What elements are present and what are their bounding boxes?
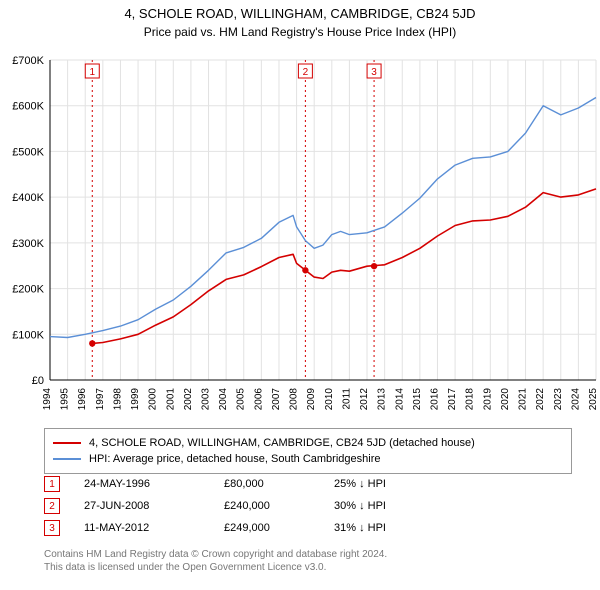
- event-price: £249,000: [224, 522, 334, 534]
- svg-text:£500K: £500K: [12, 146, 44, 158]
- event-row: 1 24-MAY-1996 £80,000 25% ↓ HPI: [44, 473, 564, 495]
- svg-text:1995: 1995: [60, 388, 71, 411]
- svg-text:1997: 1997: [95, 388, 106, 411]
- svg-text:2003: 2003: [201, 388, 212, 411]
- svg-text:2019: 2019: [482, 388, 493, 411]
- event-price: £240,000: [224, 500, 334, 512]
- svg-text:1: 1: [89, 67, 95, 78]
- event-row: 2 27-JUN-2008 £240,000 30% ↓ HPI: [44, 495, 564, 517]
- svg-text:£0: £0: [32, 375, 44, 387]
- legend: 4, SCHOLE ROAD, WILLINGHAM, CAMBRIDGE, C…: [44, 428, 572, 474]
- legend-item: 4, SCHOLE ROAD, WILLINGHAM, CAMBRIDGE, C…: [53, 435, 563, 451]
- event-row: 3 11-MAY-2012 £249,000 31% ↓ HPI: [44, 517, 564, 539]
- legend-label: 4, SCHOLE ROAD, WILLINGHAM, CAMBRIDGE, C…: [89, 435, 475, 451]
- svg-text:1996: 1996: [77, 388, 88, 411]
- legend-swatch: [53, 458, 81, 460]
- svg-text:2021: 2021: [518, 388, 529, 411]
- svg-text:2000: 2000: [148, 388, 159, 411]
- svg-text:2011: 2011: [341, 388, 352, 410]
- svg-text:2006: 2006: [253, 388, 264, 411]
- svg-text:2007: 2007: [271, 388, 282, 411]
- event-marker-icon: 1: [44, 476, 60, 492]
- svg-text:2016: 2016: [429, 388, 440, 411]
- svg-text:2002: 2002: [183, 388, 194, 411]
- svg-text:2014: 2014: [394, 388, 405, 411]
- event-marker-icon: 3: [44, 520, 60, 536]
- attribution: Contains HM Land Registry data © Crown c…: [44, 548, 564, 574]
- svg-text:2005: 2005: [236, 388, 247, 411]
- event-price: £80,000: [224, 478, 334, 490]
- chart-title-line1: 4, SCHOLE ROAD, WILLINGHAM, CAMBRIDGE, C…: [0, 6, 600, 21]
- legend-label: HPI: Average price, detached house, Sout…: [89, 451, 380, 467]
- svg-text:2013: 2013: [377, 388, 388, 411]
- event-date: 27-JUN-2008: [84, 500, 224, 512]
- legend-item: HPI: Average price, detached house, Sout…: [53, 451, 563, 467]
- svg-text:2018: 2018: [465, 388, 476, 411]
- svg-text:£200K: £200K: [12, 284, 44, 296]
- event-date: 24-MAY-1996: [84, 478, 224, 490]
- svg-text:3: 3: [371, 67, 377, 78]
- svg-text:2025: 2025: [588, 388, 599, 411]
- attribution-line: This data is licensed under the Open Gov…: [44, 561, 564, 574]
- event-table: 1 24-MAY-1996 £80,000 25% ↓ HPI 2 27-JUN…: [44, 473, 564, 539]
- svg-text:1994: 1994: [42, 388, 53, 411]
- legend-swatch: [53, 442, 81, 444]
- svg-text:2008: 2008: [289, 388, 300, 411]
- svg-text:1998: 1998: [112, 388, 123, 411]
- chart: £0 £100K £200K £300K £400K £500K £600K £700K 199…: [0, 50, 600, 420]
- svg-text:2009: 2009: [306, 388, 317, 411]
- event-diff: 25% ↓ HPI: [334, 478, 564, 490]
- svg-text:2015: 2015: [412, 388, 423, 411]
- svg-text:£600K: £600K: [12, 101, 44, 113]
- svg-text:2022: 2022: [535, 388, 546, 411]
- event-diff: 30% ↓ HPI: [334, 500, 564, 512]
- svg-text:2020: 2020: [500, 388, 511, 411]
- svg-text:£300K: £300K: [12, 238, 44, 250]
- svg-text:2001: 2001: [165, 388, 176, 411]
- svg-text:2012: 2012: [359, 388, 370, 411]
- svg-text:2010: 2010: [324, 388, 335, 411]
- svg-text:£100K: £100K: [12, 329, 44, 341]
- attribution-line: Contains HM Land Registry data © Crown c…: [44, 548, 564, 561]
- chart-title-line2: Price paid vs. HM Land Registry's House …: [0, 25, 600, 39]
- event-marker-icon: 2: [44, 498, 60, 514]
- svg-text:£700K: £700K: [12, 55, 44, 67]
- svg-text:2023: 2023: [553, 388, 564, 411]
- svg-text:2: 2: [303, 67, 309, 78]
- event-date: 11-MAY-2012: [84, 522, 224, 534]
- svg-text:2004: 2004: [218, 388, 229, 411]
- event-diff: 31% ↓ HPI: [334, 522, 564, 534]
- svg-text:£400K: £400K: [12, 192, 44, 204]
- svg-text:1999: 1999: [130, 388, 141, 411]
- svg-text:2017: 2017: [447, 388, 458, 411]
- svg-text:2024: 2024: [570, 388, 581, 411]
